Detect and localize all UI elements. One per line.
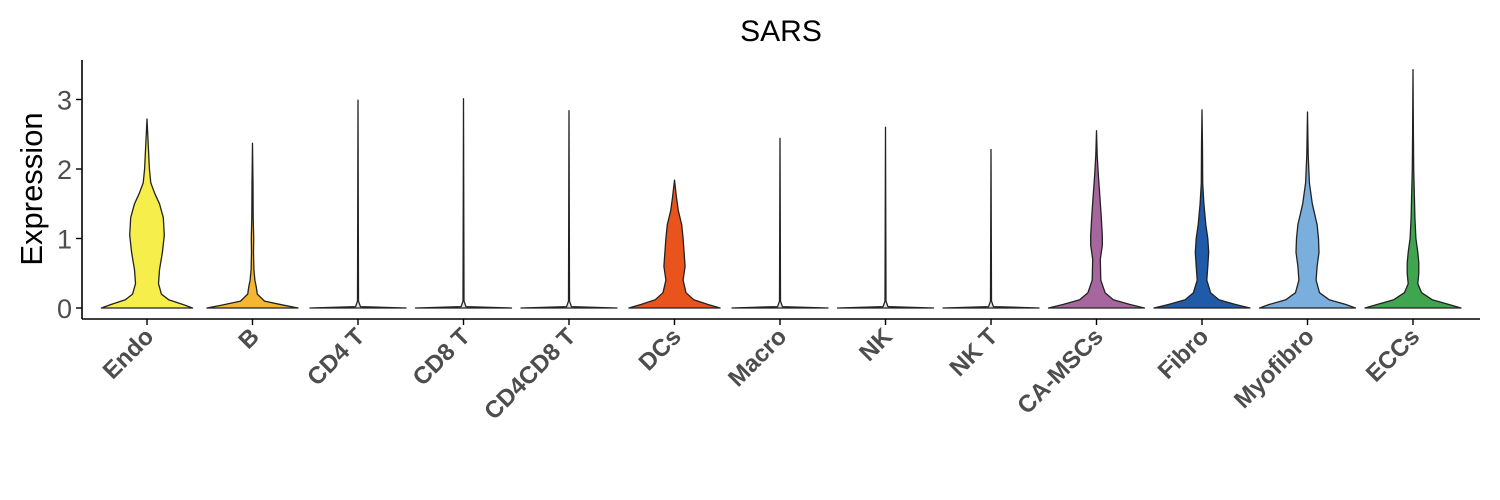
x-tick-label: CA-MSCs (1012, 323, 1108, 419)
violin-fibro (1153, 109, 1251, 309)
violin-cd4-t (309, 99, 407, 309)
violin-nk-t (942, 148, 1040, 309)
violin-ca-mscs (1047, 130, 1146, 309)
x-ticks: Endo B CD4 T CD8 T CD4CD8 T DCs Macro NK NK T CA-… (98, 319, 1425, 425)
y-tick-label: 2 (57, 155, 72, 185)
x-tick-label: DCs (634, 323, 687, 376)
x-tick-label: NK T (945, 323, 1004, 382)
x-tick-label: Fibro (1153, 323, 1215, 385)
violin-cd8-t (414, 98, 513, 309)
violin-cd4cd8-t (520, 109, 618, 309)
y-tick-label: 0 (57, 294, 72, 324)
y-ticks: 0 1 2 3 (57, 86, 82, 324)
violin-dcs (628, 179, 721, 309)
x-tick-label: Myofibro (1229, 323, 1320, 414)
x-tick-label: CD4 T (302, 323, 370, 391)
x-tick-label: NK (854, 323, 898, 367)
x-tick-label: Macro (723, 323, 792, 392)
chart-title: SARS (740, 15, 822, 48)
x-tick-label: ECCs (1361, 323, 1425, 387)
x-tick-label: CD8 T (408, 323, 476, 391)
y-tick-label: 3 (57, 86, 72, 116)
violins (100, 68, 1462, 309)
x-tick-label: CD4CD8 T (479, 323, 581, 425)
x-tick-label: Endo (98, 323, 160, 385)
y-axis-label: Expression (14, 112, 49, 265)
y-tick-label: 1 (57, 225, 72, 255)
violin-endo (100, 118, 194, 309)
violin-macro (731, 137, 829, 309)
x-tick-label: B (233, 323, 264, 354)
violin-eccs (1364, 68, 1462, 309)
violin-b (206, 142, 299, 309)
violin-myofibro (1258, 111, 1357, 309)
violin-nk (836, 126, 935, 309)
